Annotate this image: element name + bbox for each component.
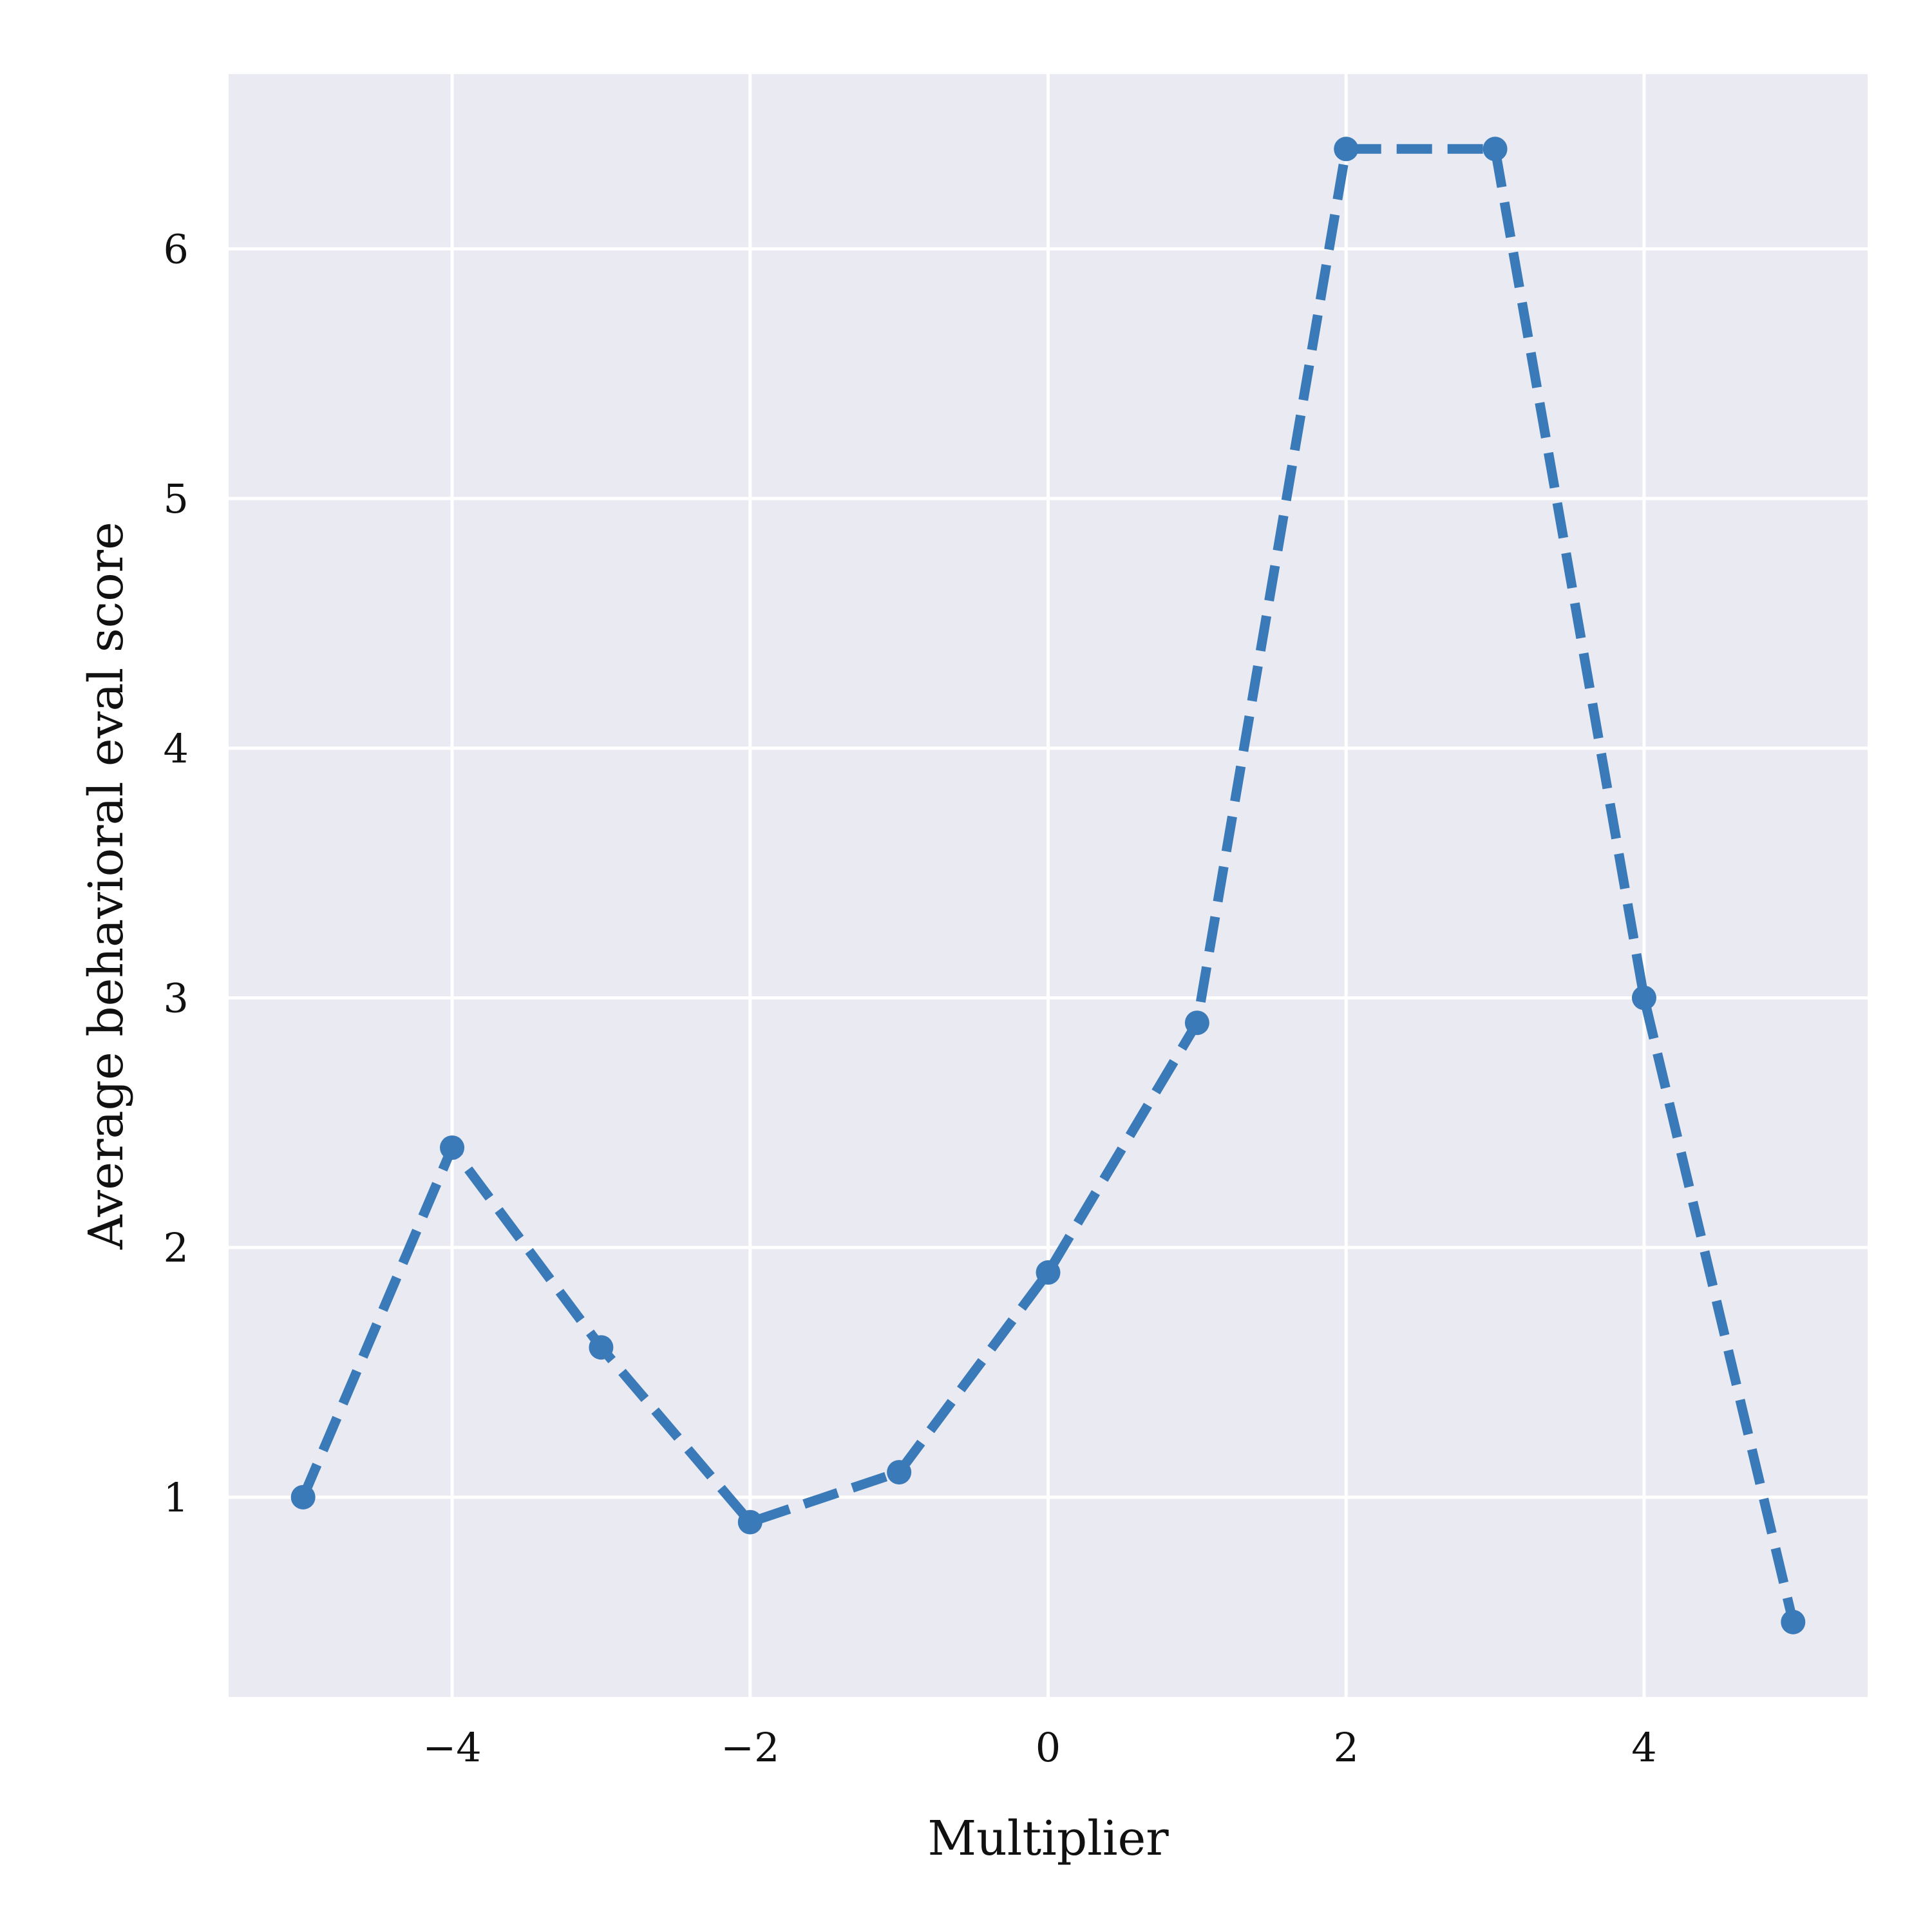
x-tick-label: −4	[422, 1724, 481, 1771]
data-point	[737, 1510, 762, 1535]
series-line	[298, 144, 1798, 1624]
x-tick-label: 4	[1631, 1724, 1656, 1771]
y-tick-label: 1	[164, 1474, 189, 1521]
y-tick-label: 5	[164, 475, 189, 522]
data-point	[1334, 137, 1359, 162]
data-point	[1482, 137, 1508, 162]
tick-labels: −4 −2 0 2 4 1 2 3 4 5 6	[164, 225, 1657, 1771]
data-point	[1631, 985, 1656, 1010]
y-tick-label: 3	[164, 974, 189, 1021]
x-tick-label: −2	[721, 1724, 779, 1771]
data-point	[887, 1460, 912, 1485]
x-tick-label: 2	[1334, 1724, 1359, 1771]
data-point	[1184, 1010, 1209, 1036]
y-tick-label: 2	[164, 1224, 189, 1271]
data-point	[440, 1135, 465, 1160]
y-tick-label: 4	[164, 725, 189, 772]
y-tick-label: 6	[164, 225, 189, 272]
series-layer	[290, 137, 1806, 1634]
y-axis-label: Average behavioral eval score	[79, 522, 134, 1250]
x-tick-label: 0	[1036, 1724, 1061, 1771]
data-point	[290, 1484, 316, 1510]
data-point	[1781, 1609, 1806, 1634]
grid	[229, 74, 1868, 1697]
data-point	[1036, 1260, 1061, 1285]
x-axis-label: Multiplier	[927, 1811, 1169, 1866]
data-point	[589, 1335, 614, 1360]
